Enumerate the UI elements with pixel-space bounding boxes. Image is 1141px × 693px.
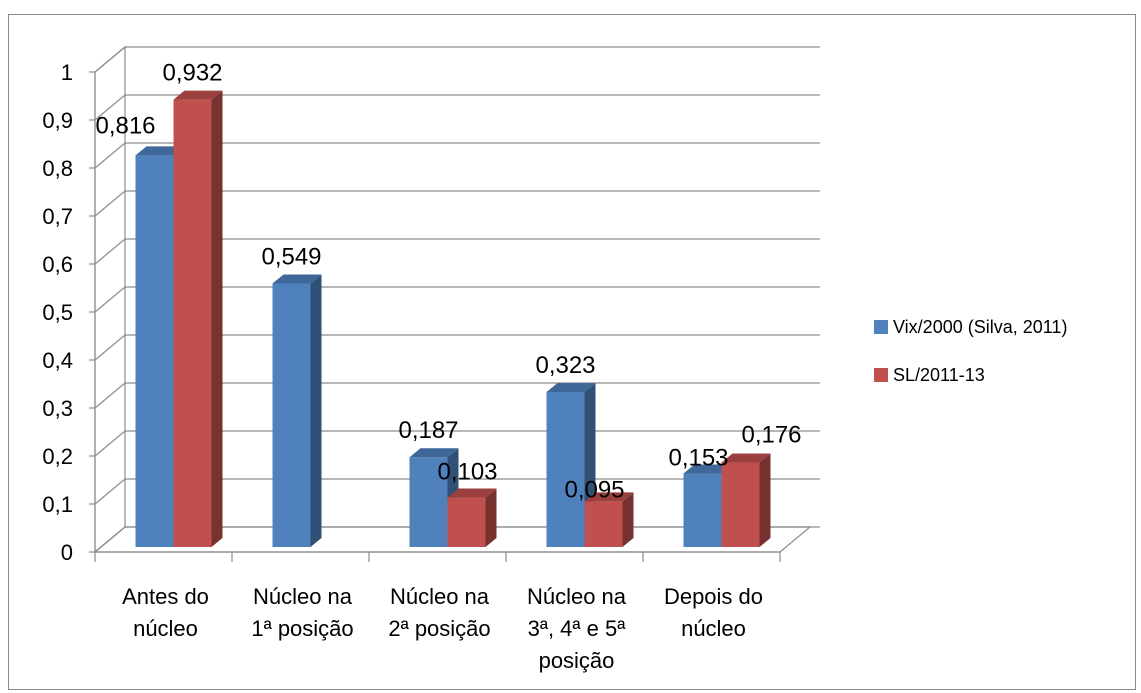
data-label: 0,932 — [162, 60, 222, 87]
bar-top — [584, 492, 634, 502]
data-label: 0,549 — [261, 243, 321, 270]
bars — [135, 90, 771, 547]
gridline-diagonal — [94, 142, 126, 169]
bar-front — [584, 501, 623, 547]
gridline-diagonal — [94, 46, 126, 73]
bar-front — [721, 462, 760, 547]
bar-side — [310, 274, 322, 547]
bar-front — [173, 99, 212, 547]
x-tick-label: posição — [539, 648, 615, 673]
bar-top — [546, 382, 596, 392]
gridline-diagonal — [94, 526, 126, 553]
gridline-diagonal — [94, 238, 126, 265]
y-tick-label: 0,3 — [42, 396, 73, 421]
gridline-diagonal — [94, 190, 126, 217]
legend-swatch — [874, 368, 888, 382]
bar-top — [135, 146, 185, 156]
gridline-diagonal — [94, 286, 126, 313]
bar — [584, 492, 634, 547]
data-label: 0,153 — [668, 445, 728, 472]
bar-front — [683, 473, 722, 547]
bar-top — [272, 274, 322, 284]
y-tick-label: 1 — [61, 60, 73, 85]
bar-side — [485, 488, 497, 547]
bar-top — [173, 90, 223, 100]
x-tick-label: 1ª posição — [251, 616, 353, 641]
x-tick-labels: Antes do núcleo Núcleo na 1ª posição Núcleo … — [122, 584, 763, 673]
x-tick-label: Depois do — [664, 584, 763, 609]
bar-top — [409, 448, 459, 458]
data-label: 0,816 — [95, 112, 155, 139]
data-labels: 0,816 0,549 0,187 0,323 0,153 0,932 0,103 0,095… — [95, 60, 801, 504]
y-tick-label: 0,6 — [42, 252, 73, 277]
y-tick-label: 0,2 — [42, 444, 73, 469]
bar-front — [135, 155, 174, 547]
data-label: 0,187 — [398, 417, 458, 444]
bar-top — [721, 453, 771, 463]
x-tick-label: núcleo — [681, 616, 746, 641]
data-label: 0,103 — [437, 459, 497, 486]
y-tick-labels: 0 0,1 0,2 0,3 0,4 0,5 0,6 0,7 0,8 0,9 1 — [42, 60, 73, 565]
x-tick-label: Núcleo na — [527, 584, 627, 609]
x-tick-label: Núcleo na — [253, 584, 353, 609]
x-tick-label: 3ª, 4ª e 5ª — [528, 616, 627, 641]
bar-front — [447, 497, 486, 547]
bar-front — [272, 283, 311, 547]
y-tick-label: 0,9 — [42, 108, 73, 133]
x-tick-label: Antes do — [122, 584, 209, 609]
bar — [173, 90, 223, 547]
gridline-diagonal — [94, 334, 126, 361]
gridline-diagonal — [94, 478, 126, 505]
x-tick-label: núcleo — [133, 616, 198, 641]
y-tick-label: 0,5 — [42, 300, 73, 325]
bar-front — [409, 457, 448, 547]
x-tick-label: Núcleo na — [390, 584, 490, 609]
bar — [272, 274, 322, 547]
y-tick-label: 0,7 — [42, 204, 73, 229]
legend: Vix/2000 (Silva, 2011) SL/2011-13 — [874, 317, 1067, 385]
bar — [447, 488, 497, 547]
data-label: 0,323 — [535, 352, 595, 379]
x-tick-label: 2ª posição — [388, 616, 490, 641]
y-tick-label: 0 — [61, 540, 73, 565]
bar-top — [683, 464, 733, 474]
bar — [546, 382, 596, 547]
gridline-diagonal — [94, 94, 126, 121]
legend-label: Vix/2000 (Silva, 2011) — [893, 317, 1067, 337]
bar-top — [447, 488, 497, 498]
data-label: 0,095 — [564, 476, 624, 503]
gridline-diagonal — [94, 430, 126, 457]
y-tick-label: 0,8 — [42, 156, 73, 181]
y-tick-label: 0,4 — [42, 348, 73, 373]
bar-side — [211, 90, 223, 547]
gridline-diagonal — [94, 382, 126, 409]
legend-label: SL/2011-13 — [893, 365, 985, 385]
legend-swatch — [874, 320, 888, 334]
axes — [89, 71, 781, 562]
bar-side — [622, 492, 634, 547]
data-label: 0,176 — [741, 422, 801, 449]
bar-side — [759, 453, 771, 547]
y-tick-label: 0,1 — [42, 492, 73, 517]
bar — [721, 453, 771, 547]
bar-front — [546, 391, 585, 547]
